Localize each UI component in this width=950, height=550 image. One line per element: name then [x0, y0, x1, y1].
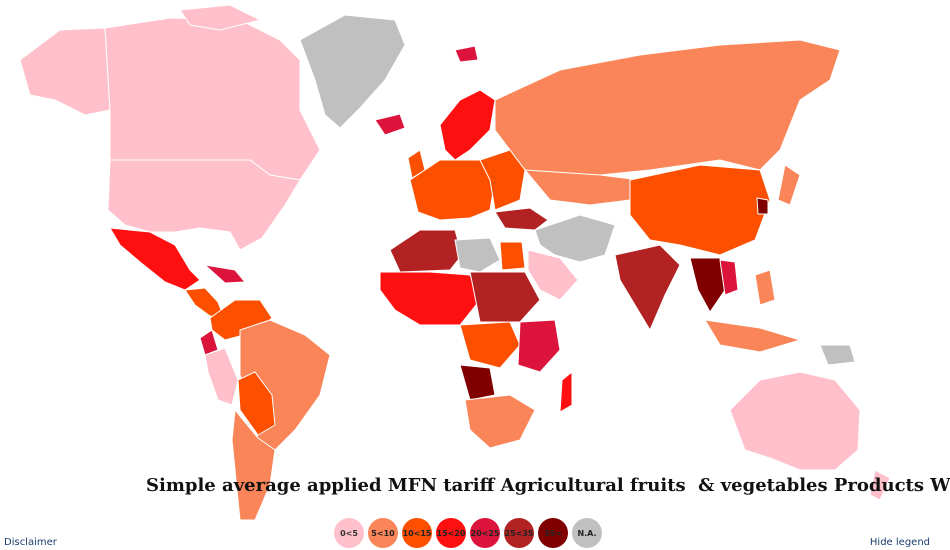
- region-bolivia-paraguay[interactable]: [237, 371, 276, 436]
- region-new-zealand[interactable]: [869, 469, 891, 501]
- region-australia[interactable]: [729, 371, 861, 471]
- region-india[interactable]: [614, 244, 681, 331]
- legend: 0<5 5<10 10<15 15<20 20<25 25<35 35< N.A…: [334, 518, 602, 548]
- region-iceland[interactable]: [374, 113, 406, 136]
- region-turkey[interactable]: [494, 207, 549, 231]
- region-east-africa[interactable]: [517, 319, 561, 373]
- region-north-africa-west[interactable]: [389, 229, 463, 273]
- region-vietnam[interactable]: [719, 259, 739, 296]
- region-central-africa[interactable]: [459, 321, 521, 369]
- region-china[interactable]: [629, 164, 771, 256]
- region-russia[interactable]: [494, 39, 841, 181]
- region-argentina-chile[interactable]: [231, 409, 276, 521]
- region-indochina[interactable]: [689, 257, 726, 313]
- region-alaska[interactable]: [19, 27, 111, 116]
- disclaimer-link[interactable]: Disclaimer: [4, 537, 57, 548]
- legend-item-35-plus[interactable]: 35<: [538, 518, 568, 548]
- region-korea[interactable]: [756, 197, 769, 215]
- legend-item-5-10[interactable]: 5<10: [368, 518, 398, 548]
- region-papua[interactable]: [819, 344, 856, 366]
- region-middle-east[interactable]: [534, 214, 616, 263]
- region-greenland[interactable]: [299, 14, 406, 129]
- region-indonesia[interactable]: [704, 319, 801, 353]
- legend-item-0-5[interactable]: 0<5: [334, 518, 364, 548]
- region-west-africa[interactable]: [379, 271, 481, 326]
- legend-item-20-25[interactable]: 20<25: [470, 518, 500, 548]
- region-japan[interactable]: [777, 164, 801, 206]
- region-madagascar[interactable]: [559, 371, 573, 413]
- region-southern-africa[interactable]: [464, 394, 536, 449]
- region-libya[interactable]: [454, 237, 501, 273]
- region-kazakhstan[interactable]: [524, 169, 641, 206]
- region-western-europe[interactable]: [409, 159, 496, 221]
- map-title: Simple average applied MFN tariff Agricu…: [146, 475, 950, 496]
- region-angola[interactable]: [459, 364, 496, 401]
- region-philippines[interactable]: [754, 269, 776, 306]
- legend-item-na[interactable]: N.A.: [572, 518, 602, 548]
- region-canada-islands[interactable]: [179, 4, 261, 31]
- legend-item-15-20[interactable]: 15<20: [436, 518, 466, 548]
- region-scandinavia[interactable]: [439, 89, 496, 161]
- region-mexico[interactable]: [109, 227, 201, 291]
- region-saudi-arabia[interactable]: [527, 249, 579, 301]
- region-caribbean[interactable]: [204, 264, 246, 284]
- region-canada[interactable]: [104, 17, 321, 181]
- region-svalbard[interactable]: [454, 45, 479, 63]
- region-peru[interactable]: [204, 347, 239, 406]
- legend-item-10-15[interactable]: 10<15: [402, 518, 432, 548]
- region-usa[interactable]: [107, 159, 301, 251]
- region-egypt[interactable]: [499, 241, 526, 271]
- hide-legend-link[interactable]: Hide legend: [869, 537, 930, 548]
- legend-item-25-35[interactable]: 25<35: [504, 518, 534, 548]
- region-sahel[interactable]: [469, 271, 541, 323]
